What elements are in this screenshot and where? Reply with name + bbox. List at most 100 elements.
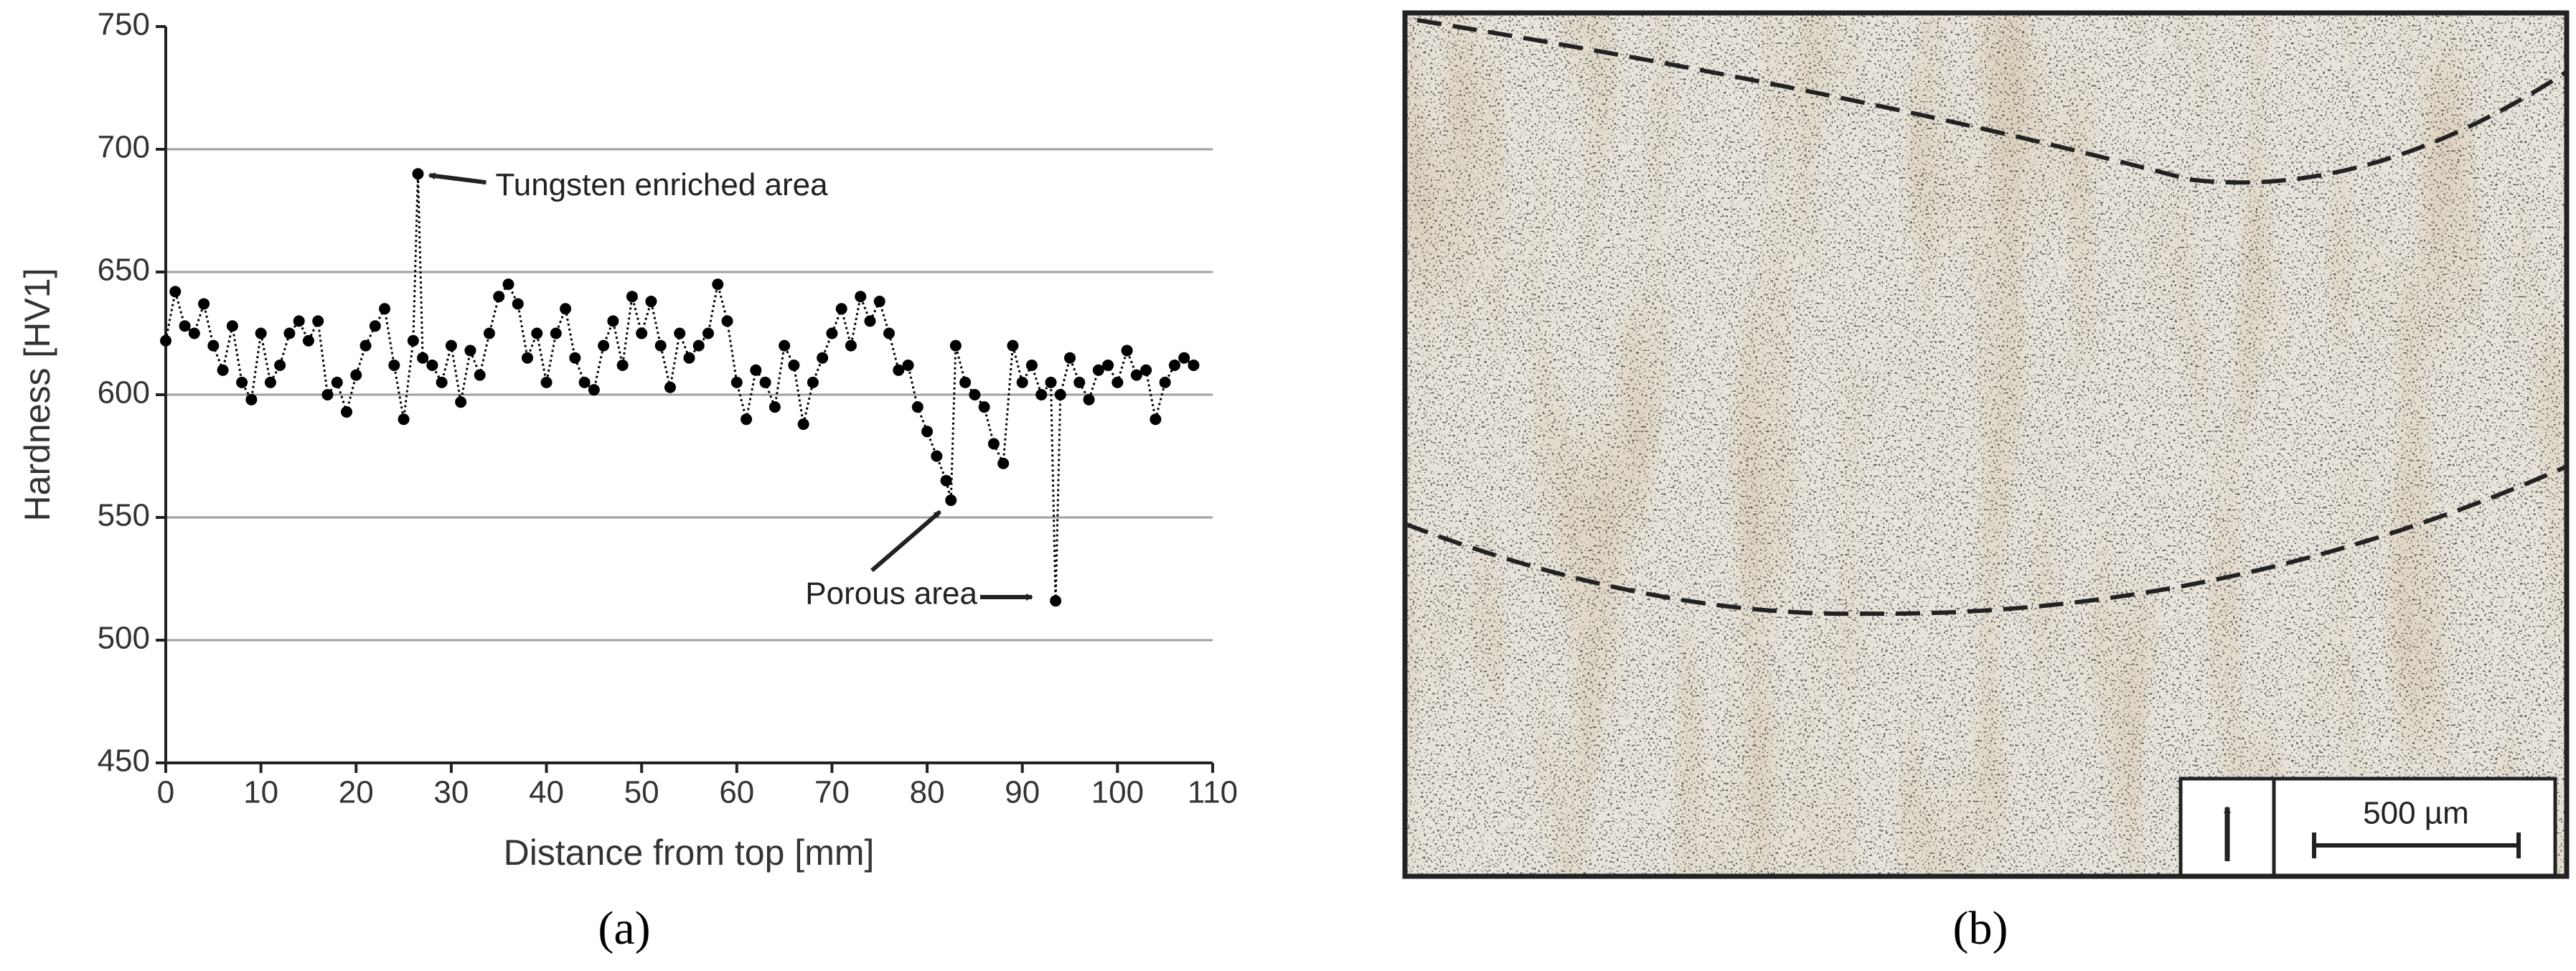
data-point [1092, 364, 1104, 376]
annotation-arrow [870, 510, 941, 573]
data-point [768, 401, 781, 413]
data-point [379, 303, 391, 315]
data-point [464, 344, 476, 357]
data-point [255, 327, 267, 339]
data-point [664, 381, 676, 393]
data-point [921, 426, 934, 438]
data-point [616, 359, 629, 371]
data-point [987, 438, 1000, 450]
data-point [245, 393, 258, 405]
data-point [940, 474, 952, 487]
data-point [588, 384, 600, 396]
data-point [807, 376, 819, 388]
data-point [855, 291, 867, 303]
data-point [759, 376, 771, 388]
y-tick-label: 650 [98, 253, 150, 288]
data-point [1016, 376, 1028, 388]
data-point [826, 327, 838, 339]
data-point [1054, 389, 1066, 400]
data-point [350, 369, 362, 381]
data-point [654, 339, 667, 352]
data-point [264, 376, 276, 388]
data-point [883, 327, 896, 339]
data-point [1102, 359, 1114, 371]
y-tick-label: 700 [98, 130, 150, 165]
x-tick-label: 0 [157, 775, 174, 810]
data-point [359, 339, 372, 352]
annotation: Tungsten enriched area [495, 167, 828, 202]
data-point [236, 376, 248, 388]
data-point [226, 320, 238, 332]
annotation-arrow [428, 172, 486, 185]
y-tick-label: 550 [98, 498, 150, 533]
y-tick-label: 600 [98, 375, 150, 411]
data-point [721, 315, 733, 327]
data-point [321, 389, 334, 400]
data-point [1035, 389, 1048, 400]
data-point [817, 352, 829, 364]
data-point [1188, 359, 1200, 371]
data-point [522, 352, 534, 364]
x-tick-label: 40 [529, 775, 564, 810]
chart-a: 450 500 550 600 650 700 750 0 10 20 30 40 50 60 70 80 90… [98, 7, 1238, 810]
data-point [207, 339, 220, 352]
data-point [407, 334, 419, 347]
data-point [331, 376, 343, 388]
data-point [797, 418, 809, 431]
data-point [730, 376, 743, 388]
data-point [1140, 364, 1152, 376]
data-point [607, 315, 619, 327]
data-point [1050, 595, 1062, 607]
data-point [274, 359, 286, 371]
data-point [179, 320, 191, 332]
y-tick-label: 450 [98, 744, 150, 779]
y-tick-label: 500 [98, 621, 150, 656]
data-point [369, 320, 381, 332]
x-tick-label: 90 [1005, 775, 1040, 810]
data-point [1130, 369, 1142, 381]
data-point [569, 352, 581, 364]
data-point [1045, 376, 1057, 388]
data-point [931, 450, 943, 462]
data-point [911, 401, 923, 413]
data-point [702, 327, 715, 339]
data-point [398, 413, 410, 426]
x-axis-title: Distance from top [mm] [504, 832, 875, 873]
data-point [188, 327, 200, 339]
x-tick-label: 100 [1091, 775, 1144, 810]
panel-label: (b) [1953, 902, 2008, 954]
data-point [312, 315, 324, 327]
data-point [293, 315, 305, 327]
data-point [674, 327, 686, 339]
data-point [388, 359, 400, 371]
x-tick-label: 110 [1188, 775, 1238, 810]
y-axis-title: Hardness [HV1] [17, 268, 57, 522]
data-point [1121, 344, 1133, 357]
data-point [474, 369, 486, 381]
x-tick-label: 30 [433, 775, 469, 810]
data-point [949, 339, 962, 352]
data-point [864, 315, 876, 327]
data-point [540, 376, 553, 388]
data-point [959, 376, 972, 388]
data-point [160, 334, 171, 347]
micrograph: 500 µm [1402, 10, 2570, 879]
data-point [341, 405, 353, 418]
data-point [1168, 359, 1180, 371]
data-point [978, 401, 990, 413]
data-point [198, 298, 210, 310]
data-point [426, 359, 438, 371]
data-point [1025, 359, 1038, 371]
data-point [512, 298, 524, 310]
data-point [169, 286, 182, 298]
data-point [598, 339, 610, 352]
data-point [302, 334, 314, 347]
x-tick-label: 60 [719, 775, 754, 810]
data-point [436, 376, 448, 388]
data-point [1007, 339, 1019, 352]
panel-label: (a) [598, 902, 650, 954]
data-point [417, 352, 429, 364]
data-point [1111, 376, 1124, 388]
data-point [455, 396, 467, 408]
x-tick-label: 80 [910, 775, 945, 810]
